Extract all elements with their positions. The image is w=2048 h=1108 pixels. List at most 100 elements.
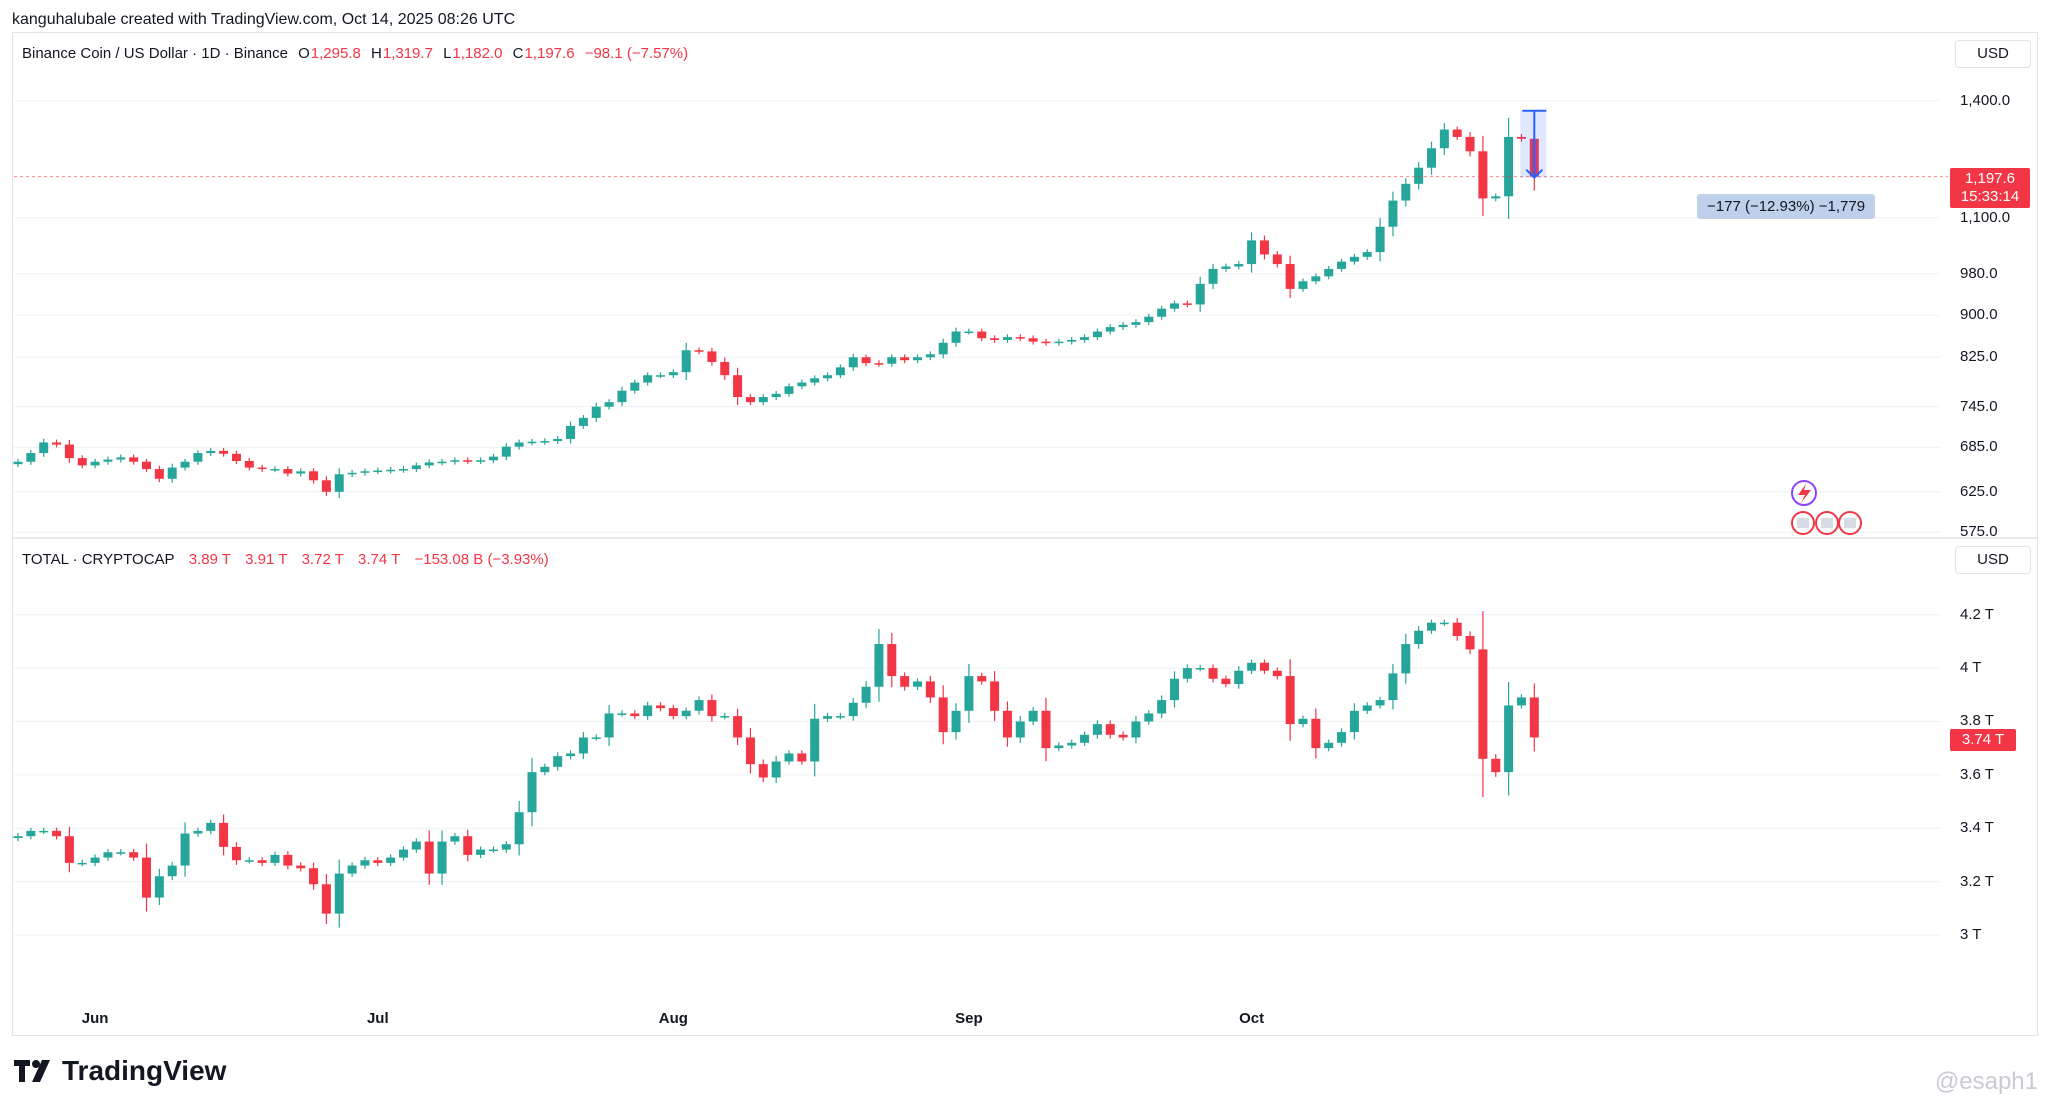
candle-body [309, 471, 319, 481]
candle-body [1080, 337, 1090, 340]
pane1-close-label: C [512, 45, 524, 62]
candle-body [925, 681, 935, 698]
candle-body [1131, 322, 1141, 325]
candle-body [1118, 734, 1128, 738]
candle-body [1105, 724, 1115, 735]
candle-body [643, 705, 653, 717]
candle-body [1414, 630, 1424, 645]
measure-tool-label[interactable]: −177 (−12.93%) −1,779 [1697, 194, 1876, 219]
candle-body [707, 700, 717, 717]
pane1-open-label: O [298, 45, 310, 62]
y-tick-label: 825.0 [1960, 348, 1998, 366]
candle-body [463, 460, 473, 462]
candle-body [1015, 721, 1025, 738]
candle-body [1170, 303, 1179, 309]
pane1-currency-button[interactable]: USD [1955, 40, 2031, 68]
candle-body [231, 846, 241, 861]
candle-body [501, 844, 511, 850]
candle-body [334, 474, 344, 492]
candle-body [617, 713, 627, 715]
candle-body [1234, 670, 1244, 685]
candle-body [1285, 676, 1295, 725]
candle-body [1401, 644, 1411, 674]
pane2-symbol: TOTAL · CRYPTOCAP [22, 551, 175, 568]
candle-body [321, 884, 331, 914]
x-tick-label: Aug [658, 1010, 688, 1027]
pane1-last-price-tag: 1,197.6 15:33:14 [1950, 168, 2030, 208]
candle-body [604, 402, 614, 407]
candle-body [874, 644, 884, 687]
pane1-open-value: 1,295.8 [310, 45, 361, 62]
y-tick-label: 3 T [1960, 925, 1982, 943]
candle-body [206, 450, 216, 454]
candle-body [1439, 129, 1449, 149]
candle-body [463, 836, 473, 855]
candle-body [1311, 718, 1321, 749]
candle-body [553, 756, 563, 767]
candle-body [977, 676, 987, 682]
candle-body [103, 459, 113, 462]
candle-body [386, 857, 396, 863]
candle-body [1298, 718, 1308, 725]
candle-body [861, 686, 871, 703]
pane1-change: −98.1 (−7.57%) [584, 45, 689, 62]
candle-body [450, 460, 460, 462]
candle-body [1195, 668, 1205, 670]
candle-body [373, 860, 383, 863]
candle-body [720, 361, 730, 376]
candle-body [1054, 341, 1064, 344]
candle-body [1465, 136, 1475, 152]
y-tick-label: 4.2 T [1960, 605, 1994, 623]
candle-body [411, 465, 421, 470]
candle-body [514, 812, 524, 845]
candle-body [283, 854, 293, 866]
candle-body [488, 456, 498, 461]
candle-body [1067, 339, 1077, 342]
candle-body [1041, 341, 1051, 344]
candle-body [1375, 700, 1385, 706]
credit-line: kanguhalubale created with TradingView.c… [12, 11, 516, 28]
pane2-legend: TOTAL · CRYPTOCAP 3.89 T 3.91 T 3.72 T 3… [22, 551, 559, 568]
tradingview-logo-icon [14, 1060, 50, 1082]
candle-body [1144, 316, 1154, 323]
candle-body [823, 716, 833, 719]
candle-body [180, 461, 190, 468]
y-tick-label: 3.2 T [1960, 872, 1994, 890]
candle-body [52, 442, 62, 445]
candle-body [694, 350, 704, 352]
candle-body [129, 852, 139, 858]
candle-body [951, 331, 961, 343]
candle-body [1157, 700, 1167, 714]
pane2-currency-button[interactable]: USD [1955, 546, 2031, 574]
candle-body [1054, 745, 1064, 749]
candle-body [681, 710, 691, 717]
flag-icon-body [1797, 518, 1809, 528]
candle-body [219, 450, 229, 454]
y-tick-label: 1,400.0 [1960, 92, 2011, 109]
candle-body [977, 331, 987, 339]
candle-body [103, 852, 113, 858]
candle-body [1504, 136, 1514, 197]
candle-body [283, 469, 293, 474]
flag-icon-body [1821, 518, 1833, 528]
y-tick-label: 3.8 T [1960, 712, 1994, 730]
y-tick-label: 4 T [1960, 659, 1982, 677]
candle-body [874, 363, 884, 365]
x-tick-label: Sep [955, 1010, 983, 1027]
candle-body [270, 854, 280, 863]
pane1-symbol: Binance Coin / US Dollar · 1D · Binance [22, 45, 288, 62]
pane1-low-value: 1,182.0 [452, 45, 503, 62]
candle-body [643, 375, 653, 383]
measure-arrow-head [1525, 169, 1544, 180]
candle-body [193, 830, 203, 834]
candle-body [39, 830, 49, 833]
candle-body [1504, 705, 1514, 773]
pane2-high-value: 3.91 T [245, 551, 288, 568]
candle-body [39, 442, 49, 454]
pane2-low-value: 3.72 T [301, 551, 344, 568]
candle-body [167, 865, 177, 877]
candle-body [1157, 308, 1167, 317]
candle-body [180, 833, 190, 866]
candle-body [707, 351, 717, 362]
